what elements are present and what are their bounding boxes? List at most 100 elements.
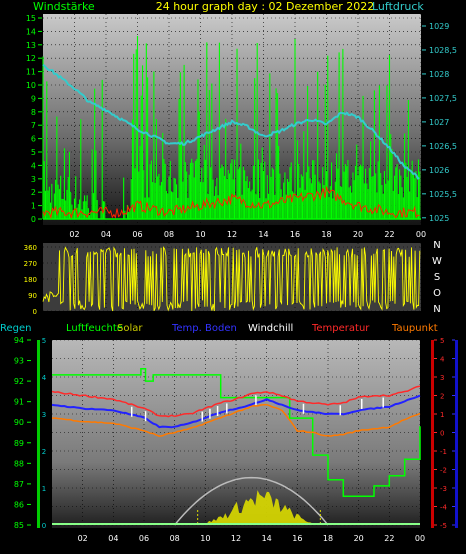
tick-label: 22	[384, 230, 394, 239]
tick-label: -3	[440, 485, 447, 493]
legend-item: Solar	[117, 323, 143, 334]
pressure-axis-ticks: 1025 1025,5 1026 1026,5 1027 1027,5 1028 1028,5…	[422, 22, 457, 223]
tick-label: 91	[14, 398, 24, 407]
tick-label: 4	[440, 356, 445, 364]
tick-label: 180	[24, 276, 37, 284]
temperature-axis-ticks: 5 4 3 2 1 0 -1 -2 -3 -4 -5	[434, 337, 455, 530]
tick-label: 14	[262, 534, 272, 543]
tick-label: 12	[231, 534, 241, 543]
legend-item: Taupunkt	[391, 323, 438, 334]
tick-label: 04	[108, 534, 118, 543]
tick-label: 0	[33, 308, 37, 316]
tick-label: 08	[170, 534, 180, 543]
tick-label: 1	[42, 485, 46, 493]
tick-label: 88	[14, 459, 24, 468]
rain-axis-bar	[37, 340, 40, 528]
tick-label: 9	[31, 94, 36, 103]
compass-label: W	[432, 256, 442, 267]
tick-label: 8	[31, 108, 36, 117]
tick-label: 93	[14, 357, 24, 366]
gust-line	[42, 185, 420, 220]
pressure-line	[42, 63, 420, 180]
tick-label: 15	[26, 14, 36, 23]
tick-label: 4	[42, 374, 47, 382]
legend-item: Temp. Boden	[171, 323, 237, 334]
tick-label: 12	[26, 54, 36, 63]
humidity-axis-ticks: 85 86 87 88 89 90 91 92 93 94	[14, 336, 31, 530]
solar-curve	[174, 476, 329, 526]
tick-label: -2	[440, 467, 447, 475]
temp-axis-bar-blue	[455, 340, 458, 528]
tick-label: 89	[14, 439, 24, 448]
tick-label: 1026,5	[429, 142, 457, 151]
tick-label: 92	[14, 377, 24, 386]
tick-label: 1026	[429, 166, 449, 175]
tick-label: 5	[42, 337, 46, 345]
compass-label: S	[434, 272, 440, 283]
tick-label: 20	[354, 534, 364, 543]
tick-label: 360	[24, 244, 37, 252]
tick-label: 1028,5	[429, 46, 457, 55]
tick-label: -4	[440, 504, 448, 512]
tick-label: 87	[14, 480, 24, 489]
tick-label: 1028	[429, 70, 449, 79]
ground-temp-line	[51, 394, 421, 429]
panel-1-x-ticks: 02 04 06 08 10 12 14 16 18 20 22 00	[69, 230, 426, 239]
tick-label: 04	[101, 230, 111, 239]
tick-label: 02	[69, 230, 79, 239]
tick-label: 14	[26, 27, 36, 36]
tick-label: 1027	[429, 118, 449, 127]
chart-title: 24 hour graph day : 02 Dezember 2022	[156, 0, 375, 13]
tick-label: 1029	[429, 22, 449, 31]
direction-axis-ticks: 0 90 180 270 360	[24, 244, 37, 316]
tick-label: 2	[42, 448, 46, 456]
tick-label: 14	[258, 230, 268, 239]
right-axis-title: Luftdruck	[372, 0, 424, 13]
tick-label: 22	[384, 534, 394, 543]
solar-area	[197, 490, 321, 525]
dewpoint-line	[51, 403, 421, 437]
compass-label: O	[433, 288, 441, 299]
tick-label: 5	[31, 148, 36, 157]
tick-label: 10	[200, 534, 210, 543]
tick-label: 06	[132, 230, 142, 239]
tick-label: 00	[415, 534, 425, 543]
temp-axis-bar-red	[431, 340, 434, 528]
humidity-line	[52, 368, 421, 497]
tick-label: 270	[24, 260, 37, 268]
tick-label: 02	[78, 534, 88, 543]
tick-label: 12	[227, 230, 237, 239]
tick-label: -1	[440, 448, 447, 456]
tick-label: 0	[31, 215, 36, 224]
tick-label: 7	[31, 121, 36, 130]
tick-label: 18	[323, 534, 333, 543]
tick-label: 0	[42, 522, 46, 530]
left-axis-title: Windstärke	[33, 0, 95, 13]
legend-item: Regen	[0, 323, 32, 334]
tick-label: 20	[353, 230, 363, 239]
tick-label: 90	[28, 292, 37, 300]
tick-label: 1025	[429, 214, 449, 223]
tick-label: 86	[14, 500, 24, 509]
tick-label: 3	[42, 411, 46, 419]
tick-label: 08	[164, 230, 174, 239]
wind-direction-line	[42, 245, 421, 312]
temperature-line	[51, 385, 421, 418]
tick-label: 1027,5	[429, 94, 457, 103]
tick-label: 13	[26, 41, 36, 50]
legend-item: Temperatur	[311, 323, 370, 334]
tick-label: 1	[440, 411, 444, 419]
tick-label: 18	[321, 230, 331, 239]
panel-3-x-ticks: 02 04 06 08 10 12 14 16 18 20 22 00	[78, 534, 426, 543]
tick-label: 4	[31, 161, 36, 170]
tick-label: 5	[440, 337, 444, 345]
tick-label: 10	[26, 81, 36, 90]
rain-axis-ticks: 0 1 2 3 4 5	[42, 337, 47, 530]
tick-label: 06	[139, 534, 149, 543]
tick-label: 90	[14, 418, 24, 427]
tick-label: 10	[195, 230, 205, 239]
